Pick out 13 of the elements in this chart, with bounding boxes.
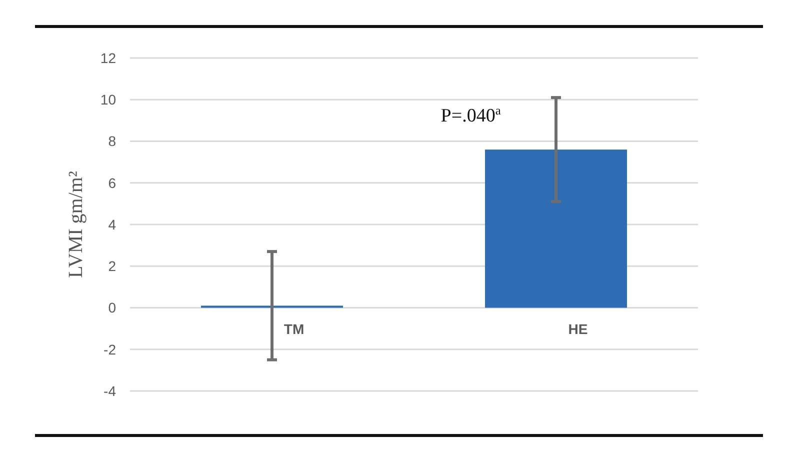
y-tick-label: -2 <box>104 341 116 358</box>
x-tick-label: HE <box>568 320 588 337</box>
y-tick-label: 2 <box>108 258 116 274</box>
y-tick-label: 4 <box>108 216 116 232</box>
y-axis-title: LVMI gm/m² <box>65 171 87 278</box>
y-tick-label: 12 <box>100 50 116 66</box>
annotation: P=.040$^{a}$ <box>440 103 502 126</box>
y-tick-label: 0 <box>108 300 116 316</box>
y-tick-label: 10 <box>100 92 116 108</box>
y-tick-label: -4 <box>104 382 116 399</box>
y-tick-label: 8 <box>108 133 116 150</box>
y-tick-label: 6 <box>108 174 116 191</box>
x-tick-label: TM <box>284 320 304 337</box>
